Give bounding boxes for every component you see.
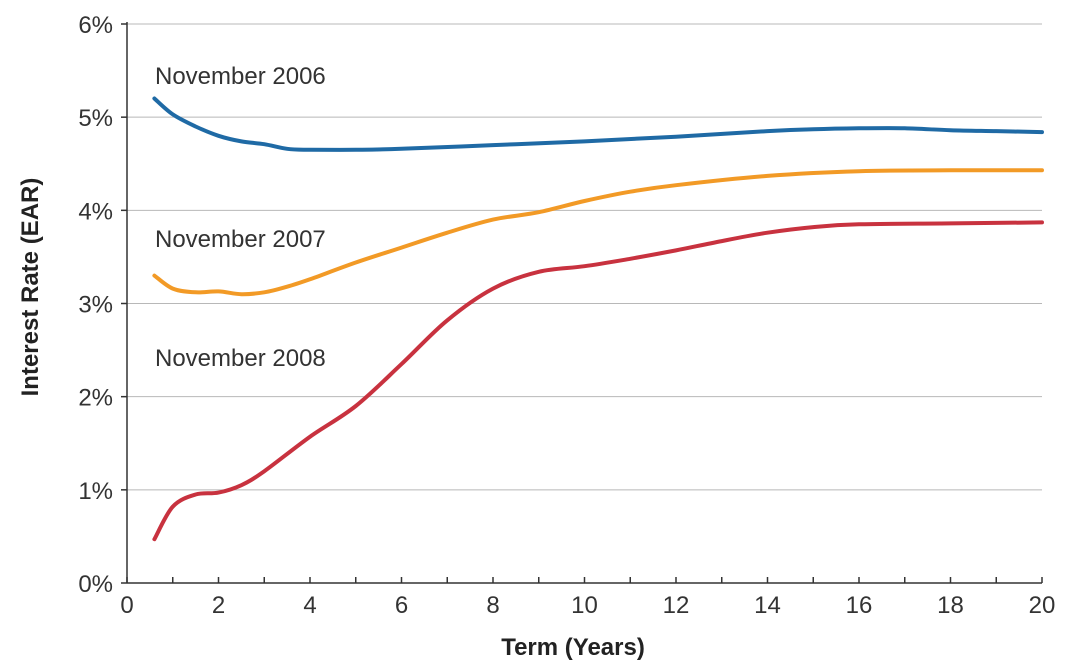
series-label-nov-2008: November 2008 [155, 345, 326, 372]
series-lines [152, 96, 1044, 542]
y-tick-label: 0% [78, 571, 113, 598]
y-tick-label: 3% [78, 292, 113, 319]
series-label-nov-2006: November 2006 [155, 63, 326, 90]
y-tick-label: 1% [78, 478, 113, 505]
series-labels: November 2006 November 2007 November 2008 [155, 63, 326, 372]
x-tick-label: 2 [212, 592, 225, 619]
x-axis-title: Term (Years) [501, 634, 645, 661]
axes [121, 22, 1043, 584]
x-tick-label: 18 [937, 592, 964, 619]
x-tick-label: 10 [571, 592, 598, 619]
y-tick-label: 5% [78, 105, 113, 132]
y-axis-title: Interest Rate (EAR) [17, 178, 44, 397]
x-tick-label: 12 [663, 592, 690, 619]
y-tick-label: 2% [78, 385, 113, 412]
series-line-nov-2007 [152, 168, 1044, 297]
series-label-nov-2007: November 2007 [155, 226, 326, 253]
x-tick-label: 16 [846, 592, 873, 619]
x-tick-label: 4 [303, 592, 316, 619]
y-tick-label: 4% [78, 198, 113, 225]
gridlines [127, 23, 1042, 491]
x-tick-label: 20 [1029, 592, 1056, 619]
x-tick-label: 6 [395, 592, 408, 619]
x-tick-label: 8 [486, 592, 499, 619]
series-line-nov-2006 [152, 96, 1044, 152]
x-tick-label: 14 [754, 592, 781, 619]
x-tick-label: 0 [120, 592, 133, 619]
y-tick-label: 6% [78, 12, 113, 39]
series-line-nov-2008 [152, 220, 1044, 542]
tick-labels: 0% 1% 2% 3% 4% 5% 6% 0 2 4 6 8 10 12 14 16 18 20 [78, 12, 1055, 619]
